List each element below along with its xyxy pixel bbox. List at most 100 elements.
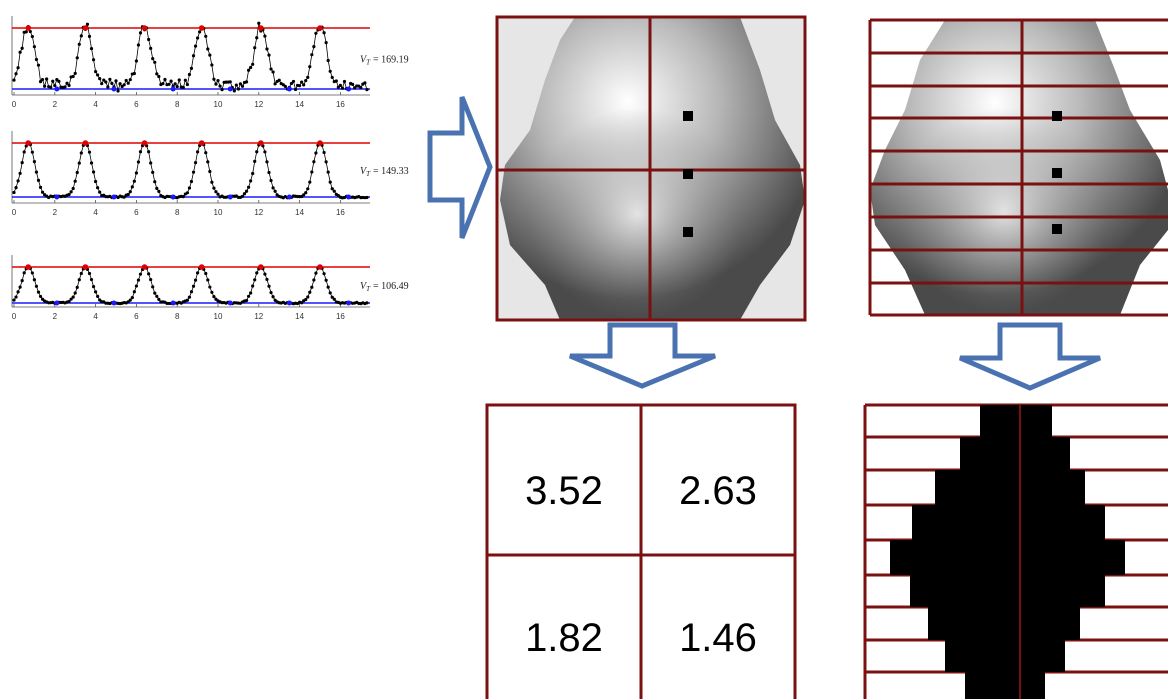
signal-point: [341, 87, 344, 90]
signal-point: [204, 151, 207, 154]
signal-point: [76, 56, 79, 59]
signal-point: [78, 162, 81, 165]
signal-point: [333, 190, 336, 193]
signal-point: [263, 150, 266, 153]
signal-point: [194, 161, 197, 164]
signal-point: [210, 63, 213, 66]
signal-point: [304, 298, 307, 301]
signal-line: [14, 23, 367, 91]
signal-point: [192, 171, 195, 174]
signal-point: [80, 34, 83, 37]
signal-point: [98, 77, 101, 80]
arrow: [430, 97, 490, 238]
x-tick-label: 6: [134, 100, 139, 109]
peak-point: [317, 264, 323, 270]
signal-point: [129, 190, 132, 193]
signal-point: [204, 35, 207, 38]
signal-point: [206, 278, 209, 281]
signal-point: [151, 171, 154, 174]
signal-point: [157, 190, 160, 193]
signal-point: [12, 191, 15, 194]
signal-point: [247, 186, 250, 189]
signal-point: [23, 150, 26, 153]
signal-point: [249, 291, 252, 294]
signal-point: [74, 72, 77, 75]
signal-point: [194, 45, 197, 48]
peak-point: [258, 25, 264, 31]
signal-point: [274, 190, 277, 193]
signal-point: [292, 80, 295, 83]
signal-point: [194, 278, 197, 281]
signal-point: [31, 35, 34, 38]
signal-point: [167, 83, 170, 86]
signal-point: [184, 79, 187, 82]
trough-point: [171, 301, 176, 306]
signal-point: [149, 161, 152, 164]
signal-point: [153, 292, 156, 295]
heatmap-strips: [870, 20, 1168, 315]
signal-point: [139, 31, 142, 34]
signal-point: [21, 279, 24, 282]
signal-point: [123, 83, 126, 86]
signal-point: [157, 298, 160, 301]
signal-point: [186, 83, 189, 86]
signal-point: [245, 80, 248, 83]
signal-point: [12, 79, 15, 82]
signal-point: [206, 160, 209, 163]
signal-point: [190, 180, 193, 183]
signal-point: [19, 51, 22, 54]
signal-point: [37, 291, 40, 294]
x-tick-label: 16: [336, 100, 345, 109]
signal-point: [12, 298, 15, 301]
signal-point: [269, 179, 272, 182]
trough-point: [346, 87, 351, 92]
signal-point: [331, 76, 334, 79]
x-tick-label: 16: [336, 312, 345, 321]
trough-point: [228, 195, 233, 200]
signal-point: [96, 73, 99, 76]
signal-point: [147, 272, 150, 275]
signal-point: [237, 87, 240, 90]
signal-point: [208, 170, 211, 173]
trough-point: [54, 195, 59, 200]
signal-point: [255, 150, 258, 153]
signal-point: [104, 80, 107, 83]
signal-point: [212, 78, 215, 81]
signal-point: [135, 171, 138, 174]
signal-point: [94, 290, 97, 293]
signal-point: [118, 82, 121, 85]
peak-point: [199, 25, 205, 31]
peak-point: [142, 140, 148, 146]
signal-point: [265, 47, 268, 50]
signal-point: [267, 171, 270, 174]
signal-point: [114, 79, 117, 82]
table-cell: 3.52: [525, 469, 603, 513]
signal-point: [94, 180, 97, 183]
signal-point: [263, 272, 266, 275]
signal-point: [51, 80, 54, 83]
x-tick-label: 12: [254, 208, 263, 217]
x-tick-label: 4: [93, 312, 98, 321]
signal-point: [57, 80, 60, 83]
signal-point: [214, 83, 217, 86]
trough-point: [228, 301, 233, 306]
signal-point: [90, 161, 93, 164]
signal-point: [35, 58, 38, 61]
signal-point: [21, 161, 24, 164]
signal-point: [329, 291, 332, 294]
vt-part: = 169.19: [373, 55, 409, 66]
signal-point: [198, 30, 201, 33]
signal-point: [182, 195, 185, 198]
peak-point: [199, 264, 205, 270]
signal-point: [329, 70, 332, 73]
x-tick-label: 8: [175, 100, 180, 109]
signal-point: [74, 291, 77, 294]
signal-point: [243, 192, 246, 195]
signal-line: [14, 143, 367, 198]
signal-point: [129, 299, 132, 302]
signal-point: [255, 271, 258, 274]
signal-point: [314, 151, 317, 154]
vt-part: = 149.33: [373, 166, 409, 177]
x-tick-label: 2: [53, 100, 58, 109]
signal-point: [45, 77, 48, 80]
